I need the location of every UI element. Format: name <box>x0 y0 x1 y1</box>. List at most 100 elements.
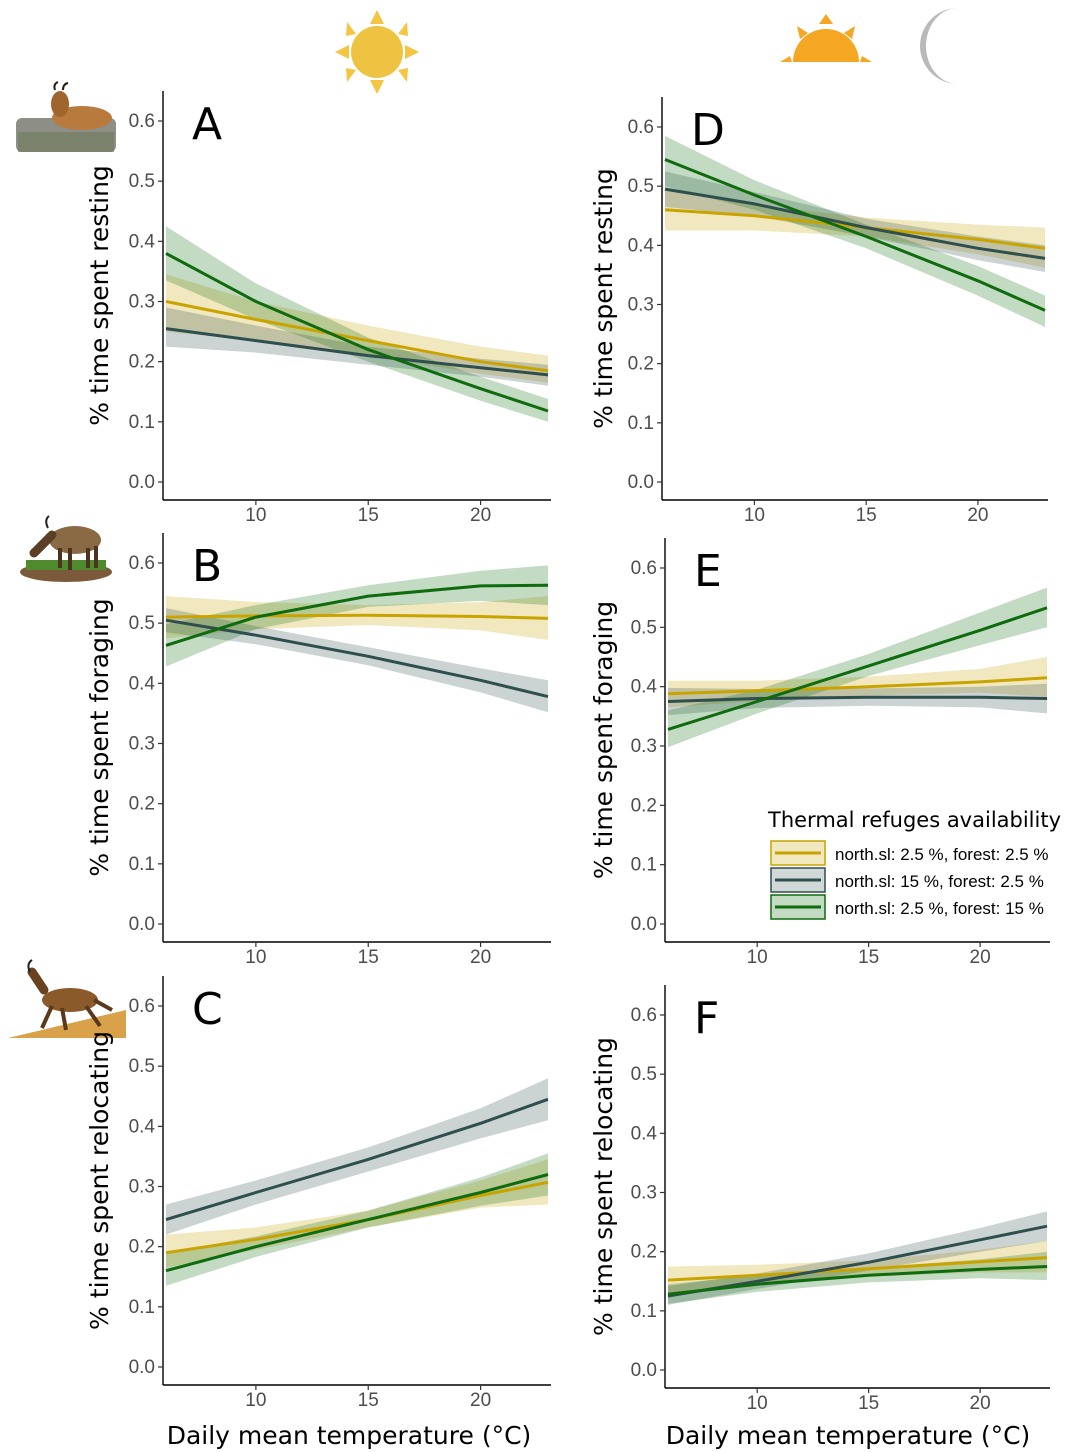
y-tick-label: 0.6 <box>129 111 155 132</box>
confidence-band-0 <box>166 596 548 640</box>
x-axis-label-left: Daily mean temperature (°C) <box>167 1421 532 1450</box>
panel-label: E <box>694 546 722 597</box>
y-tick-label: 0.2 <box>628 354 654 375</box>
y-axis-label: % time spent relocating <box>85 1031 114 1330</box>
y-tick-label: 0.0 <box>631 1360 657 1381</box>
x-tick-label: 10 <box>245 505 266 526</box>
y-tick-label: 0.5 <box>631 617 657 638</box>
series-line-2 <box>664 158 1046 312</box>
panel-E: 0.0 0.1 0.2 0.3 0.4 0.5 0.6 10 15 20 % time spent … <box>589 538 1050 968</box>
x-tick-label: 10 <box>747 1393 768 1414</box>
x-tick-label: 15 <box>358 1390 379 1411</box>
x-tick-label: 20 <box>470 1390 491 1411</box>
y-tick-label: 0.5 <box>129 613 155 634</box>
y-axis-label: % time spent resting <box>589 168 618 429</box>
y-tick-label: 0.3 <box>129 292 155 313</box>
legend-entry-2: north.sl: 2.5 %, forest: 15 % <box>770 894 1044 920</box>
y-tick-label: 0.3 <box>129 734 155 755</box>
legend-entry-1: north.sl: 15 %, forest: 2.5 % <box>770 867 1044 893</box>
y-tick-label: 0.6 <box>631 1005 657 1026</box>
confidence-band-0 <box>668 657 1047 708</box>
y-tick-label: 0.3 <box>129 1177 155 1198</box>
chamois-relocating-icon <box>8 959 126 1038</box>
series-line-1 <box>664 187 1046 260</box>
x-tick-label: 10 <box>747 947 768 968</box>
panel-A: 0.0 0.1 0.2 0.3 0.4 0.5 0.6 10 15 20 % time spent … <box>85 91 551 526</box>
x-tick-label: 20 <box>970 947 991 968</box>
y-tick-label: 0.0 <box>628 472 654 493</box>
series-line-2 <box>165 1173 549 1273</box>
series-line-1 <box>667 695 1048 703</box>
confidence-band-1 <box>166 608 548 713</box>
y-tick-label: 0.5 <box>129 171 155 192</box>
sunset-icon <box>780 14 872 62</box>
panel-B: 0.0 0.1 0.2 0.3 0.4 0.5 0.6 10 15 20 % time spent … <box>85 533 551 968</box>
confidence-band-0 <box>665 189 1045 268</box>
y-tick-label: 0.1 <box>628 413 654 434</box>
y-tick-label: 0.1 <box>631 855 657 876</box>
confidence-band-2 <box>166 226 548 422</box>
y-tick-label: 0.3 <box>631 736 657 757</box>
series-line-1 <box>165 327 549 377</box>
panel-label: C <box>192 984 223 1035</box>
y-tick-label: 0.4 <box>628 235 655 256</box>
y-tick-label: 0.5 <box>631 1064 657 1085</box>
series-line-0 <box>667 676 1048 696</box>
chamois-resting-icon <box>16 81 116 152</box>
y-axis-label: % time spent relocating <box>589 1037 618 1336</box>
series-line-2 <box>667 606 1048 731</box>
y-tick-label: 0.6 <box>631 558 657 579</box>
x-tick-label: 10 <box>744 505 765 526</box>
x-tick-label: 10 <box>245 1390 266 1411</box>
series-line-0 <box>165 613 549 620</box>
y-tick-label: 0.3 <box>628 295 654 316</box>
y-tick-label: 0.2 <box>631 1242 657 1263</box>
y-axis-label: % time spent foraging <box>85 598 114 876</box>
x-tick-label: 15 <box>358 947 379 968</box>
x-tick-label: 20 <box>470 947 491 968</box>
panel-label: A <box>192 99 222 150</box>
legend: Thermal refuges availability north.sl: 2… <box>767 808 1061 920</box>
x-tick-label: 10 <box>245 947 266 968</box>
panel-F: 0.0 0.1 0.2 0.3 0.4 0.5 0.6 10 15 20 % time spent … <box>589 985 1050 1414</box>
x-tick-label: 15 <box>856 505 877 526</box>
series-line-0 <box>667 1256 1048 1282</box>
y-tick-label: 0.1 <box>631 1301 657 1322</box>
moon-icon <box>919 7 958 84</box>
series-line-0 <box>165 300 549 373</box>
y-tick-label: 0.6 <box>129 996 155 1017</box>
sun-icon <box>335 10 419 94</box>
x-tick-label: 20 <box>967 505 988 526</box>
y-tick-label: 0.5 <box>129 1056 155 1077</box>
legend-entry-0: north.sl: 2.5 %, forest: 2.5 % <box>770 840 1049 866</box>
series-line-2 <box>165 252 549 413</box>
series-line-2 <box>667 1265 1048 1296</box>
confidence-band-2 <box>668 587 1047 748</box>
legend-label-1: north.sl: 15 %, forest: 2.5 % <box>835 872 1044 891</box>
y-tick-label: 0.4 <box>631 677 658 698</box>
y-tick-label: 0.4 <box>631 1123 658 1144</box>
chamois-foraging-icon <box>20 515 112 582</box>
y-tick-label: 0.4 <box>129 673 156 694</box>
y-tick-label: 0.1 <box>129 1297 155 1318</box>
x-axis-label-right: Daily mean temperature (°C) <box>666 1421 1031 1450</box>
y-tick-label: 0.4 <box>129 1116 156 1137</box>
x-tick-label: 20 <box>970 1393 991 1414</box>
x-tick-label: 20 <box>470 505 491 526</box>
y-tick-label: 0.2 <box>129 352 155 373</box>
series-line-2 <box>165 583 549 647</box>
y-tick-label: 0.0 <box>129 914 155 935</box>
y-tick-label: 0.0 <box>129 1357 155 1378</box>
y-tick-label: 0.6 <box>628 117 654 138</box>
confidence-band-2 <box>166 1153 548 1286</box>
legend-label-2: north.sl: 2.5 %, forest: 15 % <box>835 899 1044 918</box>
y-tick-label: 0.1 <box>129 854 155 875</box>
x-tick-label: 15 <box>858 1393 879 1414</box>
y-tick-label: 0.5 <box>628 176 654 197</box>
panel-C: 0.0 0.1 0.2 0.3 0.4 0.5 0.6 10 15 20 % time spent … <box>85 976 551 1411</box>
y-tick-label: 0.3 <box>631 1183 657 1204</box>
panel-D: 0.0 0.1 0.2 0.3 0.4 0.5 0.6 10 15 20 % time spent … <box>589 97 1048 526</box>
y-tick-label: 0.1 <box>129 412 155 433</box>
y-tick-label: 0.2 <box>129 1237 155 1258</box>
